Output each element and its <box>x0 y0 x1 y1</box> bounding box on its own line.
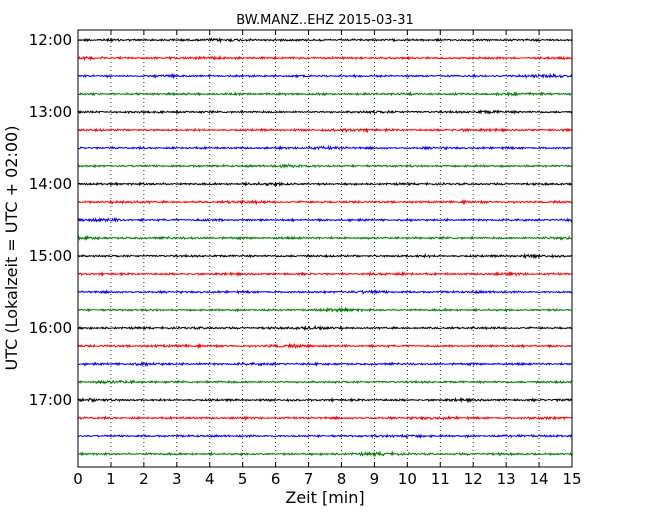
plot-frame <box>77 29 573 468</box>
trace-line <box>77 72 573 80</box>
trace-line <box>77 415 573 421</box>
x-tick-label: 10 <box>398 470 417 488</box>
trace-line <box>77 289 573 295</box>
trace-line <box>77 198 573 206</box>
y-axis-label: UTC (Lokalzeit = UTC + 02:00) <box>2 126 21 371</box>
axis-ticks: 0 1 2 3 4 5 6 7 8 9 10 11 12 13 14 1512:0013:0014:0015:… <box>29 30 582 488</box>
x-tick-label: 4 <box>205 470 215 488</box>
trace-line <box>77 216 573 223</box>
trace-line <box>77 379 573 385</box>
x-axis-label: Zeit [min] <box>285 488 364 507</box>
trace-line <box>77 109 573 115</box>
x-tick-label: 11 <box>431 470 450 488</box>
x-tick-label: 1 <box>106 470 116 488</box>
trace-line <box>77 270 573 277</box>
chart-title: BW.MANZ..EHZ 2015-03-31 <box>236 13 414 28</box>
y-tick-label: 17:00 <box>29 391 72 409</box>
trace-line <box>77 324 573 331</box>
trace-line <box>77 396 573 404</box>
trace-line <box>77 144 573 151</box>
y-tick-label: 12:00 <box>29 31 72 49</box>
trace-line <box>77 180 573 187</box>
x-tick-label: 0 <box>73 470 83 488</box>
grid-lines <box>110 30 540 467</box>
x-tick-label: 14 <box>530 470 549 488</box>
x-tick-label: 9 <box>370 470 380 488</box>
trace-line <box>77 342 573 350</box>
y-tick-label: 14:00 <box>29 175 72 193</box>
trace-line <box>77 90 573 98</box>
x-tick-label: 13 <box>497 470 516 488</box>
x-tick-label: 12 <box>464 470 483 488</box>
x-tick-label: 8 <box>337 470 347 488</box>
seismic-traces <box>77 36 573 458</box>
x-tick-label: 15 <box>562 470 581 488</box>
x-tick-label: 6 <box>271 470 281 488</box>
y-tick-label: 16:00 <box>29 319 72 337</box>
trace-line <box>77 361 573 368</box>
trace-line <box>77 127 573 134</box>
y-tick-label: 15:00 <box>29 247 72 265</box>
trace-line <box>77 234 573 241</box>
trace-line <box>77 433 573 440</box>
trace-line <box>77 252 573 260</box>
trace-line <box>77 36 573 44</box>
trace-line <box>77 163 573 170</box>
x-tick-label: 2 <box>139 470 149 488</box>
trace-line <box>77 54 573 62</box>
x-tick-label: 3 <box>172 470 182 488</box>
trace-line <box>77 306 573 314</box>
x-tick-label: 5 <box>238 470 248 488</box>
y-tick-label: 13:00 <box>29 103 72 121</box>
trace-line <box>77 450 573 458</box>
x-tick-label: 7 <box>304 470 314 488</box>
